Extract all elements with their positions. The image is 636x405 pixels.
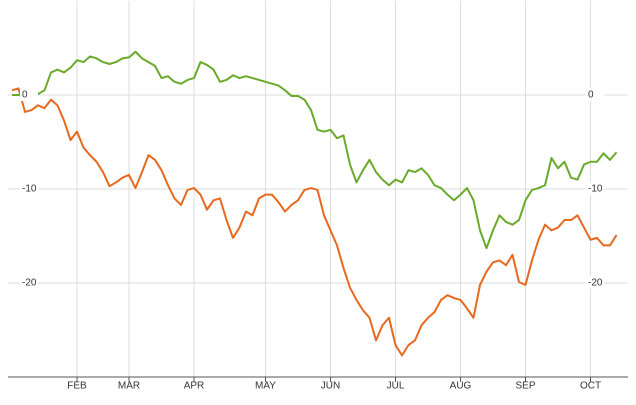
tick-label-bg bbox=[586, 276, 604, 289]
x-tick-label: AUG bbox=[450, 381, 472, 392]
series-line bbox=[12, 50, 618, 250]
x-tick-label: JUN bbox=[321, 381, 340, 392]
tick-label-bg bbox=[586, 182, 604, 195]
tick-label-bg bbox=[586, 88, 604, 101]
x-tick-label: MAR bbox=[118, 381, 140, 392]
y-tick-label: -20 bbox=[22, 278, 37, 289]
y-tick-label: -10 bbox=[588, 184, 603, 195]
x-tick-label: SEP bbox=[515, 381, 535, 392]
series-line bbox=[11, 87, 618, 357]
y-tick-label: -10 bbox=[22, 184, 37, 195]
tick-label-bg bbox=[20, 276, 38, 289]
y-tick-label: 0 bbox=[22, 90, 28, 101]
x-tick-label: JUL bbox=[387, 381, 405, 392]
x-tick-label: FEB bbox=[67, 381, 87, 392]
x-tick-label: OCT bbox=[580, 381, 601, 392]
tick-label-bg bbox=[20, 88, 38, 101]
tick-label-bg bbox=[20, 182, 38, 195]
y-tick-label: -20 bbox=[588, 278, 603, 289]
y-tick-label: 0 bbox=[588, 90, 594, 101]
x-tick-label: APR bbox=[184, 381, 205, 392]
x-tick-label: MAY bbox=[255, 381, 276, 392]
